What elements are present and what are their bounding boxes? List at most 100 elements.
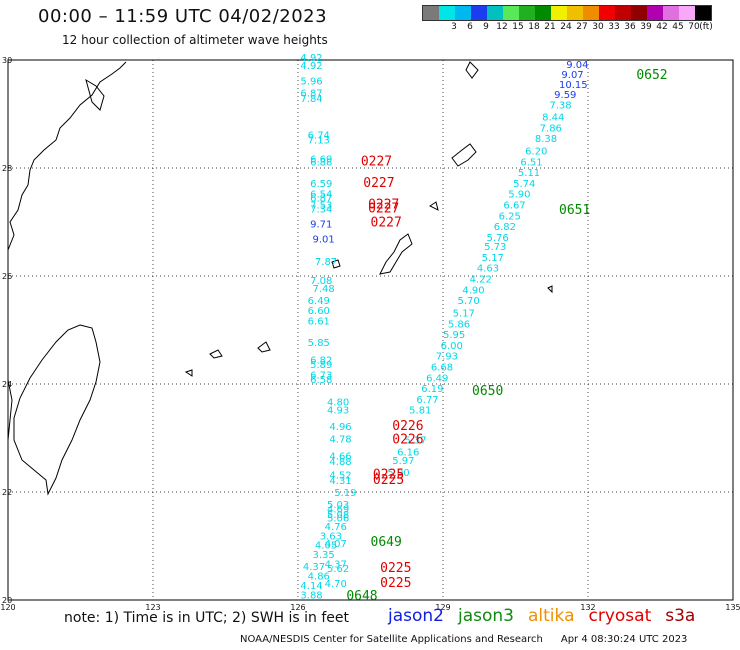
wave-height-value: 9.71 xyxy=(310,219,332,230)
wave-height-value: 6.51 xyxy=(520,157,542,168)
wave-height-value: 6.19 xyxy=(421,384,443,395)
legend-tick-label: 18 xyxy=(528,22,540,32)
wave-height-value: 6.60 xyxy=(308,306,330,317)
wave-height-value: 6.69 xyxy=(310,155,332,166)
miyako-island xyxy=(257,341,271,353)
okinawa-island xyxy=(379,233,413,275)
legend-tick-label: 45 xyxy=(672,22,684,32)
wave-height-value: 6.67 xyxy=(503,201,525,212)
wave-height-value: 6.74 xyxy=(308,130,330,141)
generated-timestamp: Apr 4 08:30:24 UTC 2023 xyxy=(560,634,688,645)
wave-height-value: 4.92 xyxy=(300,61,322,72)
wave-height-value: 4.66 xyxy=(329,452,351,463)
wave-height-value: 5.73 xyxy=(484,242,506,253)
coastlines xyxy=(7,61,553,496)
legend-swatch xyxy=(503,6,519,20)
legend-tick-label: 30 xyxy=(592,22,604,32)
wave-height-value: 4.92 xyxy=(300,53,322,64)
longitude-tick-label: 120 xyxy=(0,603,15,612)
wave-height-value: 5.95 xyxy=(443,330,465,341)
legend-labels: 3 6 9 12 15 18 21 24 27 30 33 36 39 42 45 70 (ft) xyxy=(422,21,713,35)
satellite-pass-time: 0225 xyxy=(380,561,411,576)
wave-height-value: 6.61 xyxy=(308,317,330,328)
legend-tick-label: 12 xyxy=(496,22,508,32)
satellite-pass-time: 0227 xyxy=(371,215,402,230)
wave-height-value: 3.35 xyxy=(313,550,335,561)
wave-height-value: 8.38 xyxy=(535,134,557,145)
wave-height-value: 4.14 xyxy=(300,581,322,592)
satellite-pass-time: 0227 xyxy=(368,198,399,213)
legend-swatch xyxy=(631,6,647,20)
wave-height-value: 4.70 xyxy=(325,579,347,590)
legend-tick-label: 6 xyxy=(467,22,473,32)
legend-swatch xyxy=(439,6,455,20)
satellite-pass-time: 0649 xyxy=(371,535,402,550)
satellite-pass-time: 0226 xyxy=(392,419,423,434)
latitude-tick-label: 24 xyxy=(2,380,12,389)
longitude-tick-label: 132 xyxy=(580,603,595,612)
wave-height-observations: 4.924.925.966.877.846.747.136.696.886.59… xyxy=(300,53,588,601)
wave-height-value: 4.05 xyxy=(315,541,337,552)
legend-tick-label: 9 xyxy=(483,22,489,32)
latitude-tick-label: 22 xyxy=(2,488,12,497)
kume-island xyxy=(331,259,341,269)
wave-height-value: 8.44 xyxy=(542,112,564,123)
latitude-labels: 30 28 26 24 22 20 xyxy=(2,56,12,605)
satellite-pass-time: 0226 xyxy=(392,432,423,447)
wave-height-value: 7.86 xyxy=(540,123,562,134)
wave-height-value: 5.19 xyxy=(334,488,356,499)
legend-swatch xyxy=(455,6,471,20)
satellite-legend: jason2 jason3 altika cryosat s3a xyxy=(388,606,709,626)
wave-height-value: 5.17 xyxy=(453,309,475,320)
wave-height-value: 5.74 xyxy=(513,179,535,190)
wave-height-value: 9.04 xyxy=(566,60,588,71)
satellite-pass-time: 0650 xyxy=(472,384,503,399)
wave-height-value: 6.88 xyxy=(310,157,332,168)
longitude-tick-label: 126 xyxy=(290,603,305,612)
wave-height-value: 7.84 xyxy=(300,94,322,105)
wave-height-value: 9.01 xyxy=(313,235,335,246)
wave-height-value: 4.93 xyxy=(327,406,349,417)
wave-height-value: 5.97 xyxy=(392,456,414,467)
satellite-pass-time: 0227 xyxy=(363,176,394,191)
wave-height-value: 6.00 xyxy=(441,341,463,352)
longitude-tick-label: 135 xyxy=(725,603,740,612)
satellite-pass-time: 0648 xyxy=(346,589,377,604)
daito-island xyxy=(547,285,553,294)
wave-height-value: 5.00 xyxy=(387,468,409,479)
legend-tick-label: 36 xyxy=(624,22,636,32)
wave-height-value: 6.54 xyxy=(310,190,332,201)
wave-height-value: 4.07 xyxy=(325,539,347,550)
wave-height-value: 7.08 xyxy=(310,276,332,287)
legend-swatch xyxy=(679,6,695,20)
latitude-tick-label: 20 xyxy=(2,596,12,605)
credit-text: NOAA/NESDIS Center for Satellite Applica… xyxy=(240,634,543,645)
legend-tick-label: 24 xyxy=(560,22,572,32)
legend-swatch xyxy=(647,6,663,20)
zhoushan-islands xyxy=(85,78,105,111)
wave-height-value: 5.85 xyxy=(308,338,330,349)
legend-swatch xyxy=(487,6,503,20)
wave-height-value: 6.49 xyxy=(308,296,330,307)
graticule xyxy=(7,59,734,601)
satellite-name-cryosat: cryosat xyxy=(588,606,652,626)
china-coastline xyxy=(7,379,13,441)
map-frame xyxy=(7,59,734,601)
wave-height-value: 6.87 xyxy=(300,89,322,100)
wave-height-value: 5.70 xyxy=(458,296,480,307)
wave-height-value: 4.86 xyxy=(308,571,330,582)
satellite-pass-time: 0227 xyxy=(361,154,392,169)
wave-height-value: 5.03 xyxy=(327,500,349,511)
legend-tick-label: 15 xyxy=(512,22,524,32)
wave-height-value: 5.08 xyxy=(327,510,349,521)
legend-swatch xyxy=(519,6,535,20)
wave-height-value: 4.52 xyxy=(329,471,351,482)
wave-height-value: 4.37 xyxy=(325,560,347,571)
satellite-pass-time: 0225 xyxy=(373,468,404,483)
wave-height-value: 6.73 xyxy=(310,371,332,382)
wave-height-value: 4.90 xyxy=(462,285,484,296)
color-legend: 3 6 9 12 15 18 21 24 27 30 33 36 39 42 45 70 (ft) xyxy=(422,5,713,35)
wave-height-value: 5.62 xyxy=(327,564,349,575)
wave-height-value: 7.87 xyxy=(315,257,337,268)
wave-height-value: 4.96 xyxy=(329,422,351,433)
